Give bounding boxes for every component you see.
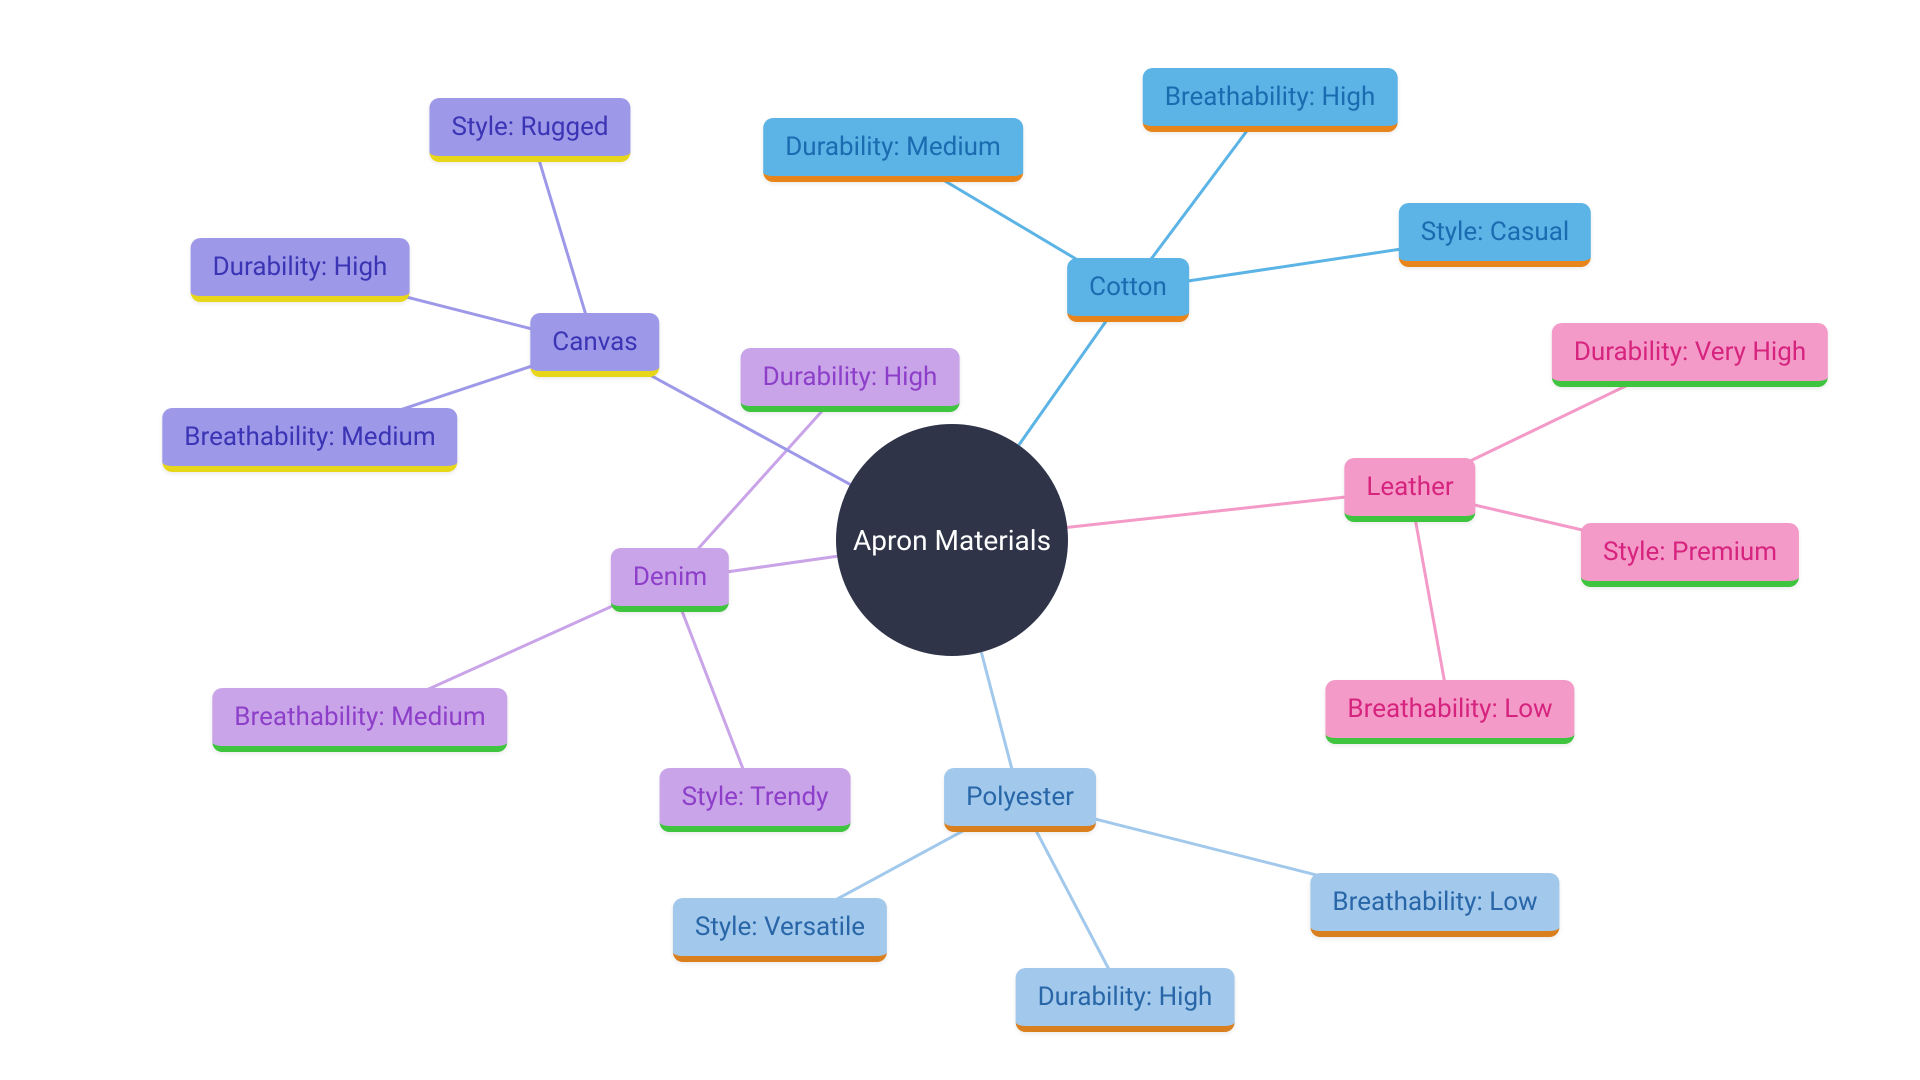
leaf-canvas-0: Style: Rugged <box>429 98 630 162</box>
leaf-denim-2: Style: Trendy <box>660 768 851 832</box>
leaf-canvas-2: Breathability: Medium <box>162 408 457 472</box>
branch-canvas: Canvas <box>530 313 659 377</box>
leaf-canvas-1: Durability: High <box>191 238 410 302</box>
leaf-cotton-1: Breathability: High <box>1143 68 1398 132</box>
center-node: Apron Materials <box>836 424 1068 656</box>
leaf-cotton-2: Style: Casual <box>1399 203 1591 267</box>
leaf-denim-1: Breathability: Medium <box>212 688 507 752</box>
leaf-leather-0: Durability: Very High <box>1552 323 1828 387</box>
branch-leather: Leather <box>1344 458 1475 522</box>
leaf-leather-2: Breathability: Low <box>1325 680 1574 744</box>
branch-denim: Denim <box>611 548 729 612</box>
leaf-polyester-2: Style: Versatile <box>673 898 887 962</box>
branch-polyester: Polyester <box>944 768 1096 832</box>
leaf-denim-0: Durability: High <box>741 348 960 412</box>
center-label: Apron Materials <box>853 524 1051 557</box>
leaf-polyester-0: Breathability: Low <box>1310 873 1559 937</box>
leaf-leather-1: Style: Premium <box>1581 523 1799 587</box>
leaf-polyester-1: Durability: High <box>1016 968 1235 1032</box>
branch-cotton: Cotton <box>1067 258 1189 322</box>
leaf-cotton-0: Durability: Medium <box>763 118 1023 182</box>
